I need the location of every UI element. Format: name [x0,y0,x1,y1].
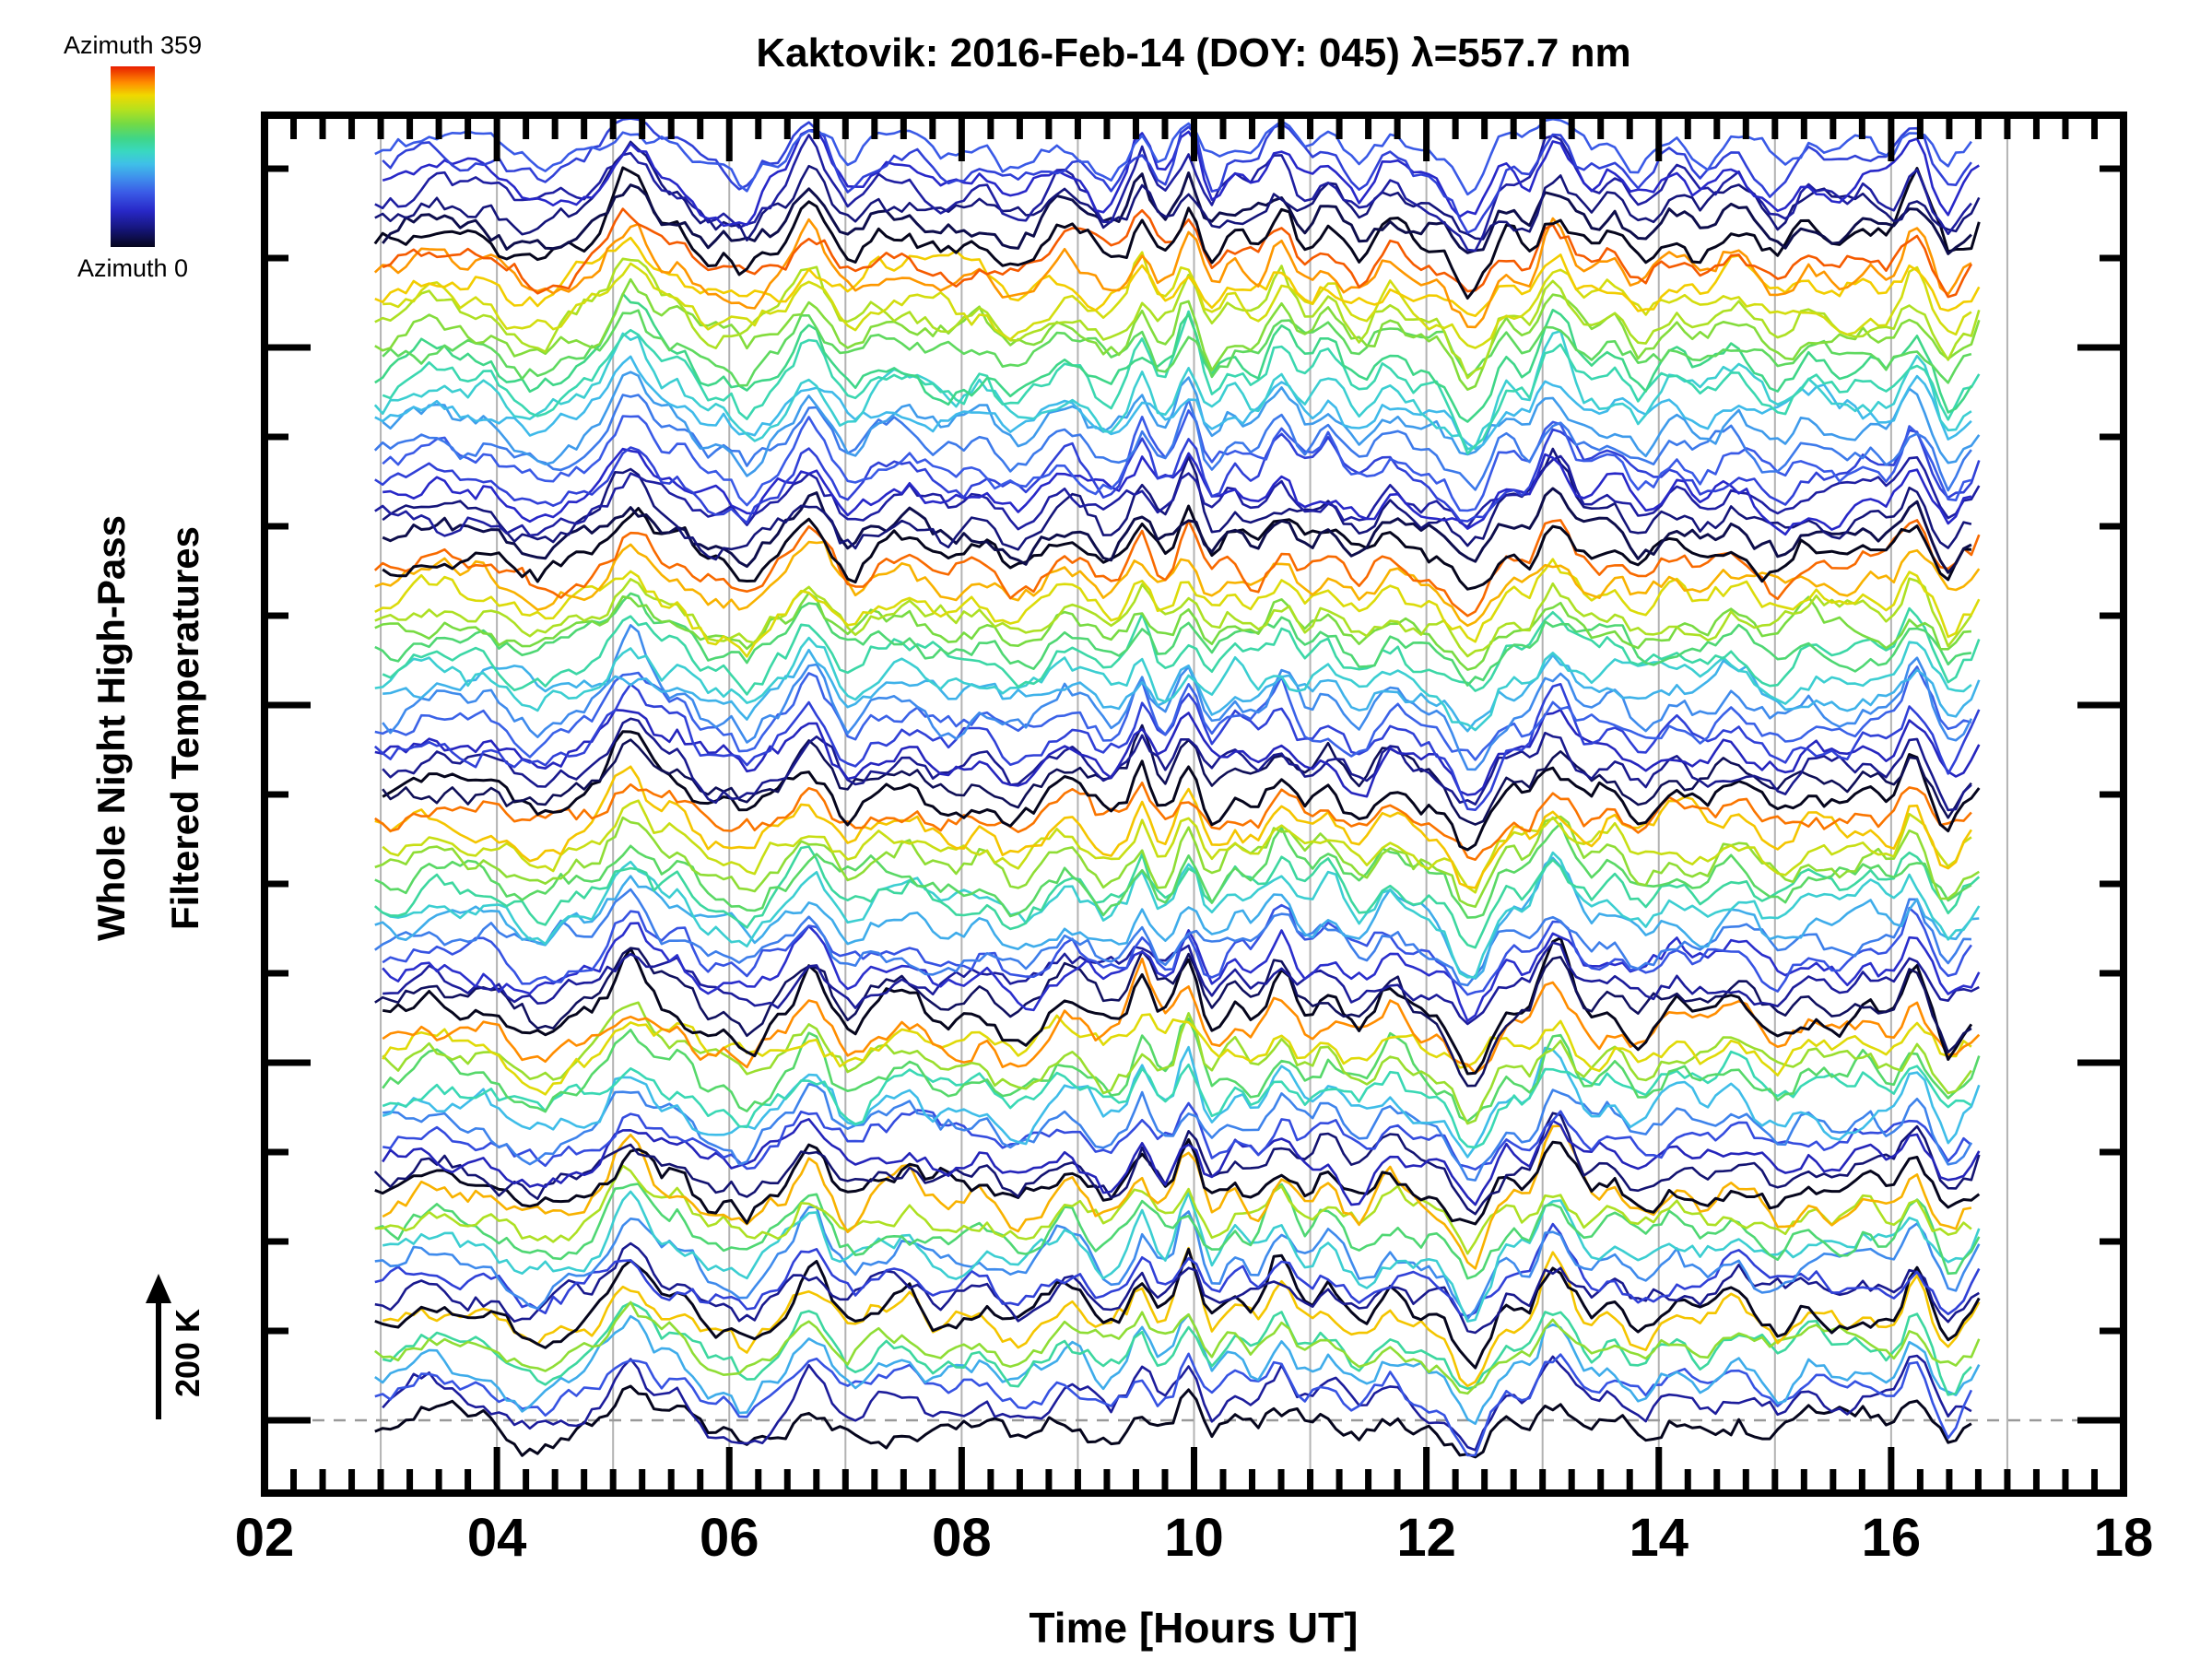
temperature-trace [382,1101,1972,1171]
temperature-trace [374,591,1971,671]
chart-title: Kaktovik: 2016-Feb-14 (DOY: 045) λ=557.7… [756,30,1630,76]
temperature-trace [382,606,1981,696]
scale-arrow-head-icon [146,1274,171,1303]
temperature-trace [374,856,1980,980]
temperature-trace [382,1124,1972,1270]
temperature-trace [374,1247,1981,1370]
temperature-trace [382,717,1972,812]
temperature-trace [382,1190,1981,1323]
temperature-trace [382,936,1973,1076]
temperature-trace [374,577,1972,658]
temperature-trace [374,558,1981,658]
temperature-trace [374,134,1972,253]
colorbar-top-label: Azimuth 359 [64,31,202,59]
temperature-trace [382,487,1972,574]
temperature-trace [382,1050,1972,1149]
x-tick-labels: 02 04 06 08 10 12 14 16 18 [235,1508,2154,1568]
colorbar-bottom-label: Azimuth 0 [77,254,188,282]
temperature-trace [382,447,1972,536]
temperature-trace [373,166,1981,300]
x-axis-title: Time [Hours UT] [1030,1604,1359,1652]
axis-ticks [261,119,2127,1489]
x-tick-label: 10 [1164,1508,1224,1568]
temperature-traces [373,117,1981,1459]
temperature-trace [374,592,1972,687]
temperature-trace [382,1082,1973,1182]
temperature-trace [382,504,1971,591]
temperature-trace [382,648,1981,733]
temperature-trace [373,519,1981,618]
temperature-trace [382,409,1972,512]
temperature-trace [382,1013,1972,1096]
x-tick-label: 04 [467,1508,527,1568]
temperature-trace [374,1137,1981,1226]
temperature-trace [374,355,1972,451]
temperature-trace [374,822,1972,919]
plot-frame [261,112,2127,1497]
x-tick-label: 06 [700,1508,759,1568]
temperature-trace [374,292,1973,423]
temperature-trace [373,329,1972,451]
temperature-trace [374,428,1981,524]
hour-gridlines [380,119,2008,1489]
y-axis-title-line2: Filtered Temperatures [163,526,206,930]
temperature-trace [374,236,1981,318]
temperature-trace [382,1301,1972,1396]
temperature-trace [374,1206,1981,1321]
temperature-trace [374,1352,1973,1457]
temperature-trace [382,310,1981,455]
x-tick-label: 16 [1862,1508,1922,1568]
temperature-trace [374,708,1981,798]
plot-frame-border [261,112,2127,1497]
temperature-trace [374,665,1972,761]
x-tick-label: 12 [1396,1508,1456,1568]
temperature-trace [373,1300,1981,1395]
temperature-trace [382,1118,1981,1206]
temperature-trace [374,765,1972,889]
azimuth-colorbar [111,66,155,247]
temperature-trace [374,1313,1981,1425]
temperature-trace [382,1045,1981,1159]
temperature-trace [373,845,1981,949]
scale-arrow [146,1274,171,1419]
temperature-trace [382,799,1972,894]
x-tick-label: 18 [2094,1508,2154,1568]
temperature-trace [382,251,1972,349]
temperature-trace [382,309,1972,387]
scale-arrow-label: 200 K [169,1309,206,1397]
temperature-trace [382,922,1981,1022]
temperature-trace [374,1222,1981,1318]
x-tick-label: 02 [235,1508,295,1568]
temperature-trace [382,957,1981,1075]
temperature-trace [382,117,1972,234]
temperature-trace [374,277,1981,392]
temperature-trace [374,781,1972,862]
temperature-trace [373,394,1972,492]
temperature-trace [374,540,1981,628]
temperature-trace [374,454,1981,537]
temperature-trace [374,1384,1972,1459]
temperature-trace [374,947,1972,1088]
temperature-trace [382,903,1972,996]
temperature-trace [374,636,1972,732]
temperature-trace [374,815,1980,909]
temperature-trace [374,1164,1972,1255]
temperature-trace [382,1017,1981,1123]
temperature-trace [374,1241,1980,1335]
temperature-trace [382,1001,1972,1125]
temperature-trace [373,217,1972,329]
temperature-trace [374,1182,1981,1280]
temperature-trace [382,371,1981,477]
temperature-trace [382,724,1972,826]
temperature-trace [382,730,1981,852]
x-tick-label: 14 [1629,1508,1688,1568]
temperature-trace [374,257,1981,380]
x-tick-label: 08 [932,1508,992,1568]
y-axis-title-line1: Whole Night High-Pass [89,515,133,941]
temperature-trace [382,171,1972,255]
